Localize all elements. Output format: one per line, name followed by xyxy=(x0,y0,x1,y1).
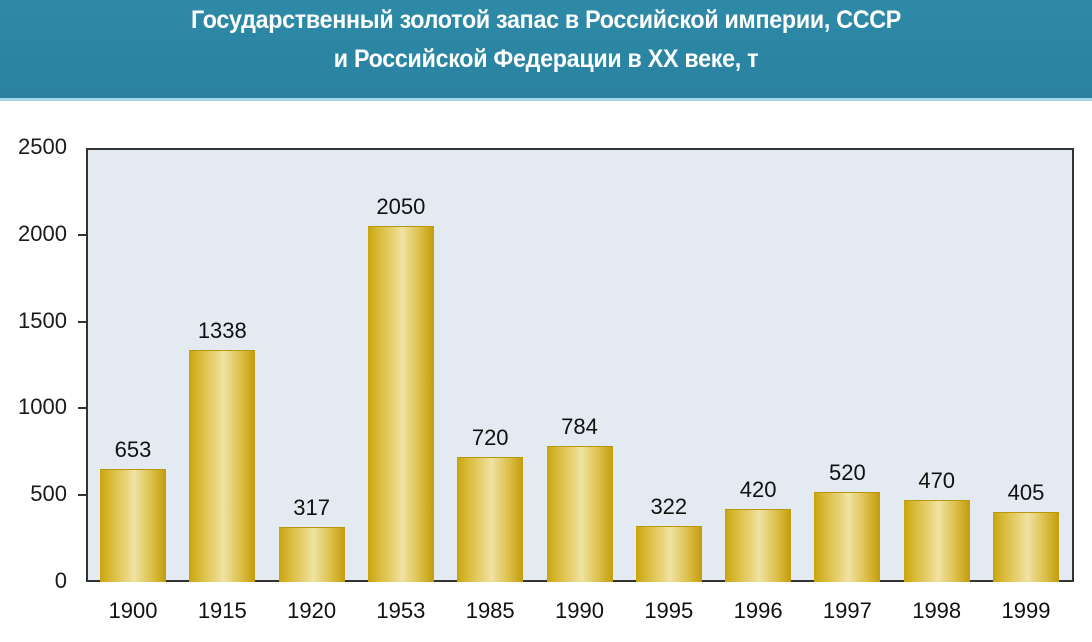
y-tick-label: 1000 xyxy=(18,394,67,420)
bar-value-label: 720 xyxy=(471,425,509,450)
x-tick-label: 1953 xyxy=(376,598,426,623)
y-tick-label: 500 xyxy=(30,481,67,507)
bar-1995 xyxy=(635,526,702,582)
x-tick-label: 1999 xyxy=(1001,598,1051,623)
bar-1915 xyxy=(189,349,256,582)
x-tick-label: 1996 xyxy=(733,598,783,623)
bar-value-label: 420 xyxy=(739,477,777,503)
x-tick-label: 1995 xyxy=(644,598,694,623)
bar-value-label: 784 xyxy=(561,413,598,439)
y-tick-mark xyxy=(78,320,88,323)
bar-value-label: 520 xyxy=(829,459,866,485)
bar-1998 xyxy=(903,500,970,582)
bar-1985 xyxy=(457,457,524,582)
x-tick-label: 1990 xyxy=(555,598,604,623)
bar-value-label: 405 xyxy=(1007,479,1045,505)
bar-1900 xyxy=(100,468,166,582)
y-tick-label: 2500 xyxy=(18,134,67,159)
bar-value-label: 470 xyxy=(918,468,956,494)
x-tick-label: 1997 xyxy=(822,598,872,623)
bar-1990 xyxy=(546,445,613,582)
y-tick-label: 2000 xyxy=(18,220,67,246)
y-tick-mark xyxy=(78,494,88,497)
bar-value-label: 1338 xyxy=(197,317,247,343)
bar-value-label: 322 xyxy=(650,494,688,520)
bar-value-label: 2050 xyxy=(376,194,426,220)
y-tick-label: 0 xyxy=(54,568,67,593)
bar-value-label: 653 xyxy=(114,436,152,462)
x-tick-label: 1985 xyxy=(465,598,515,623)
bar-1953 xyxy=(367,226,434,582)
bar-1920 xyxy=(278,526,345,582)
x-tick-label: 1920 xyxy=(287,598,337,623)
y-tick-mark xyxy=(78,233,88,236)
bar-1996 xyxy=(725,509,792,582)
y-tick-label: 1500 xyxy=(18,307,67,333)
chart-title-line-2: и Российской Федерации в XX веке, т xyxy=(333,45,759,73)
x-tick-label: 1915 xyxy=(197,598,247,623)
x-tick-label: 1900 xyxy=(108,598,158,623)
bar-value-label: 317 xyxy=(293,494,330,520)
chart-header: Государственный золотой запас в Российск… xyxy=(0,0,1092,101)
bar-1999 xyxy=(993,511,1059,582)
bar-1997 xyxy=(814,491,881,582)
x-tick-label: 1998 xyxy=(912,598,962,623)
chart-title-line-1: Государственный золотой запас в Российск… xyxy=(191,6,901,34)
y-tick-mark xyxy=(78,407,88,410)
